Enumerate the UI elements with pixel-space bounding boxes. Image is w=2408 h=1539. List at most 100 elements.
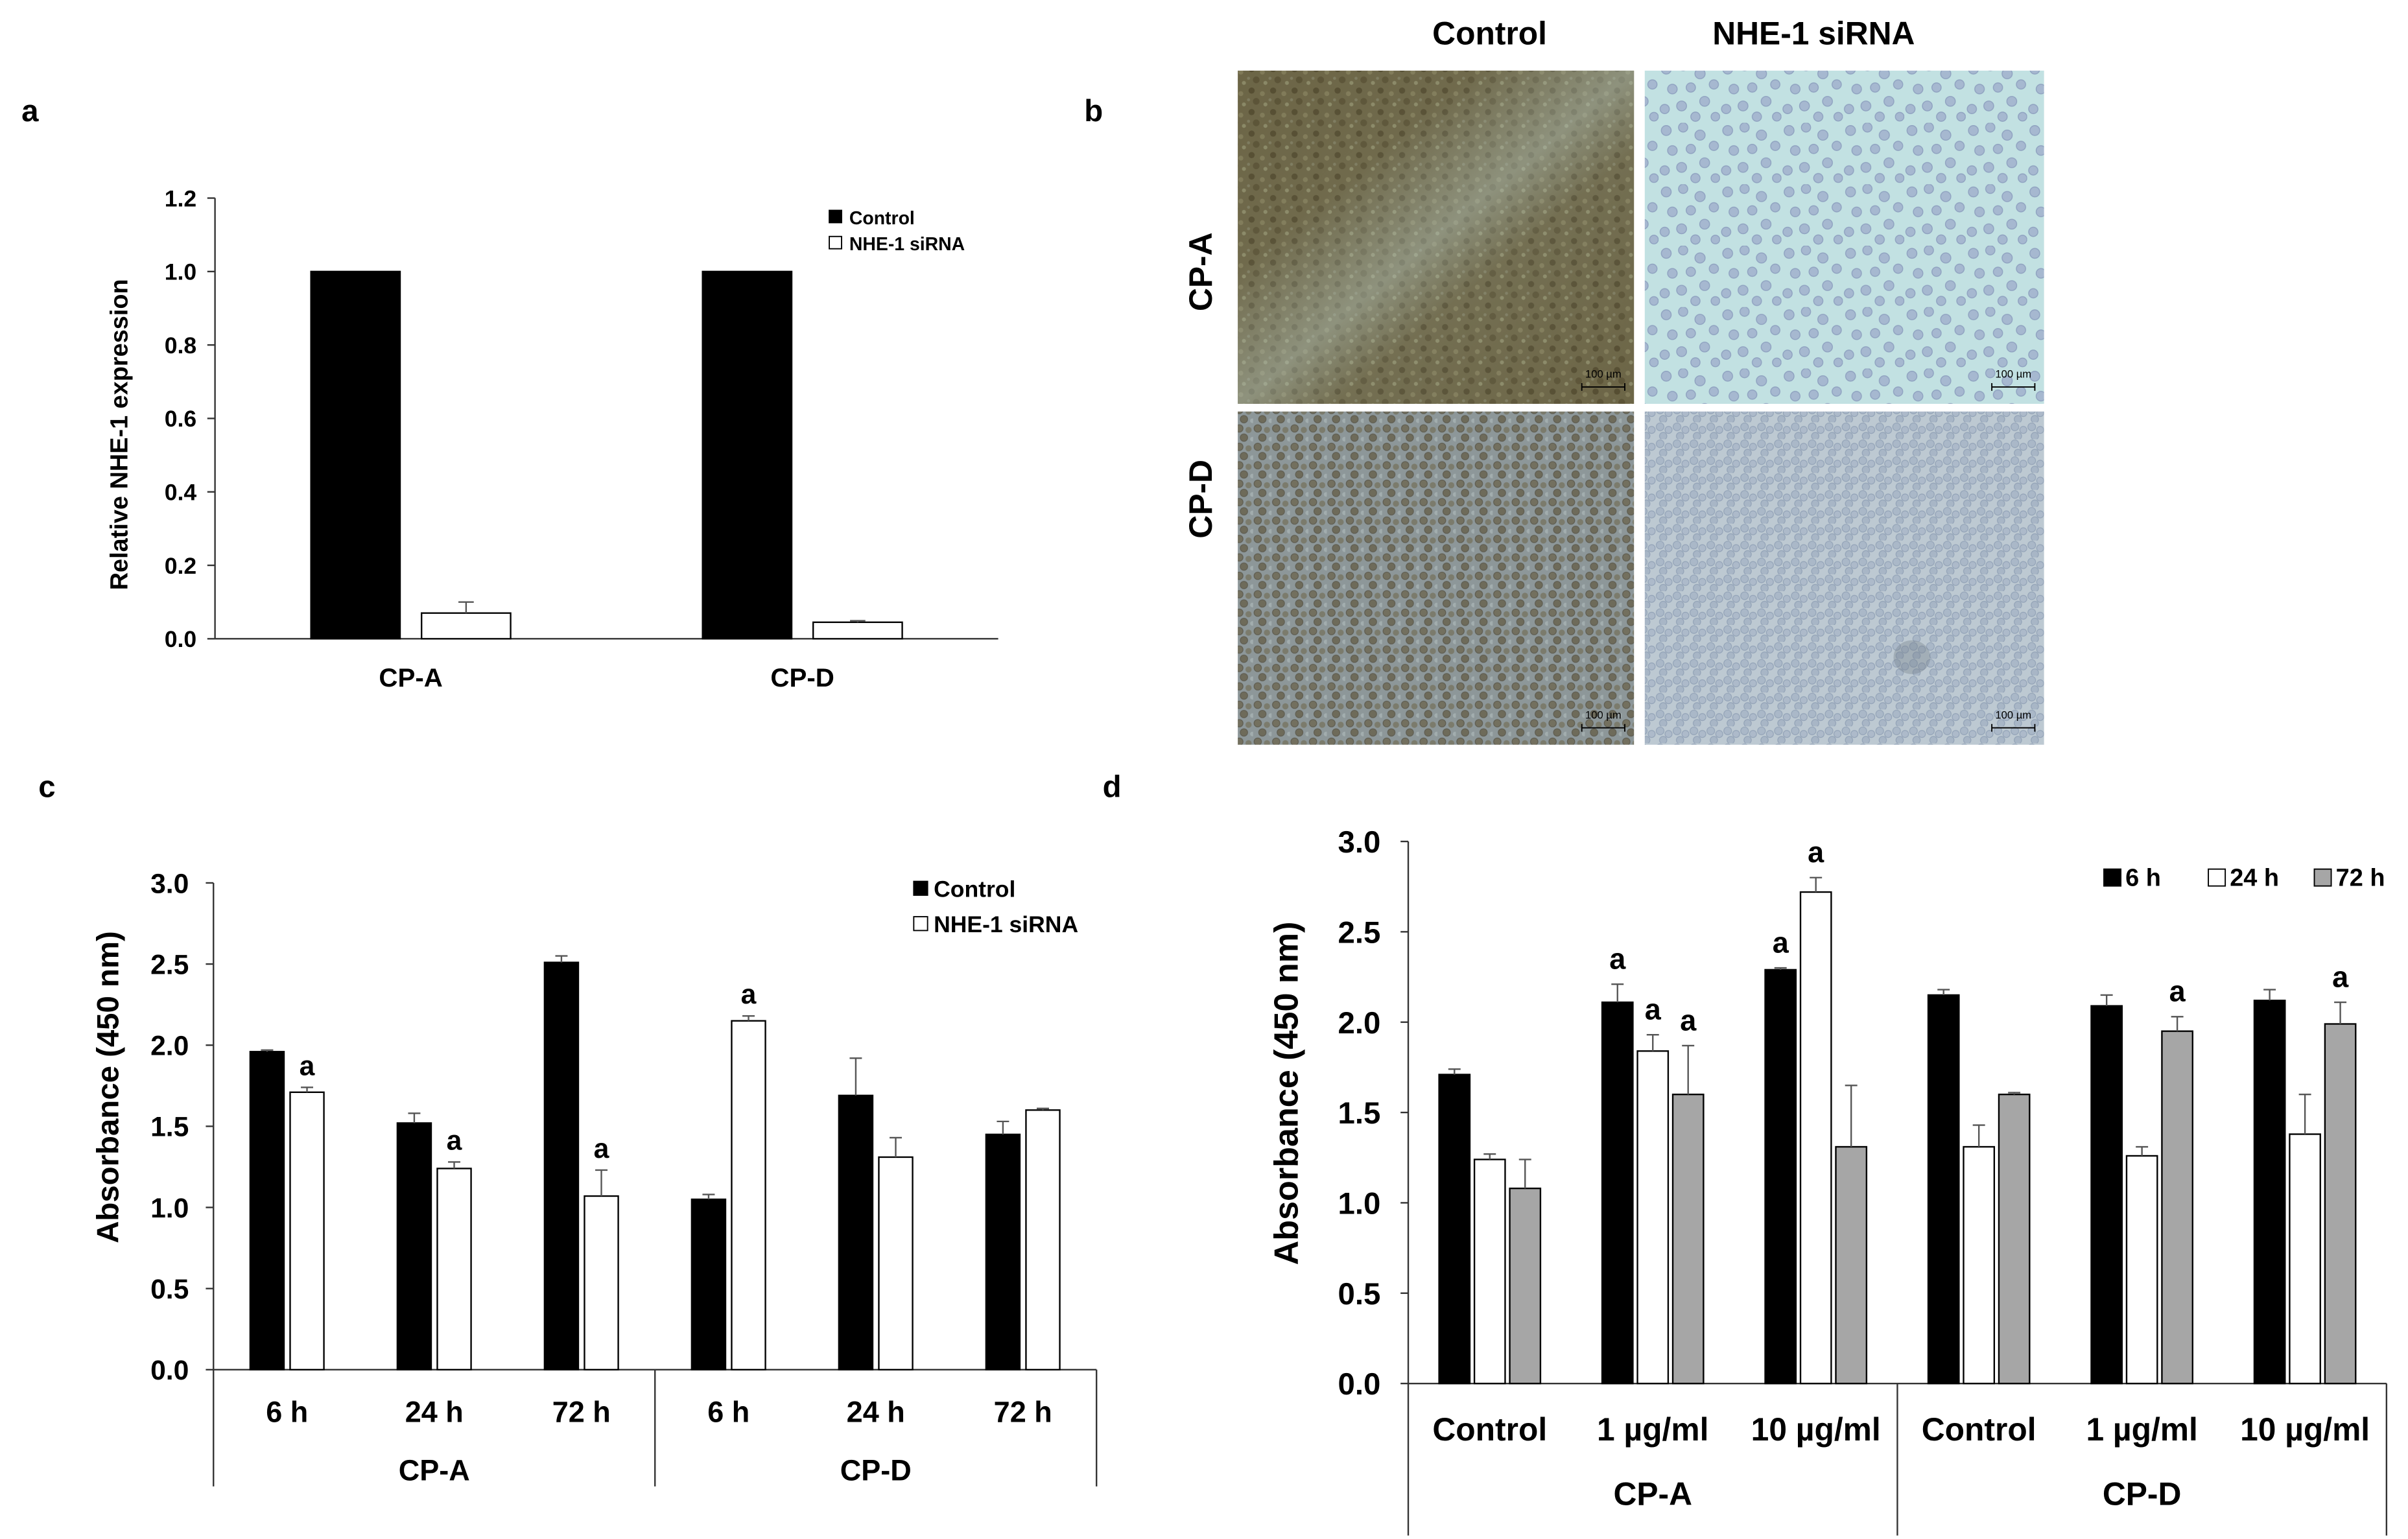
column-header-nhe1-sirna: NHE-1 siRNA: [1712, 16, 1915, 52]
bar-cp-a-72-h-nhe-1-sirna: [584, 1195, 619, 1370]
chart-panel-a: 0.0 0.2 0.4 0.6 0.8 1.0 1.2 Relative NHE-1 expr…: [106, 185, 998, 692]
significance-marker: a: [594, 1133, 609, 1164]
significance-marker: a: [1609, 942, 1626, 975]
y-tick-label: 0.5: [150, 1274, 189, 1305]
bar-cp-d-6-h-nhe-1-sirna: [731, 1020, 766, 1370]
x-category-label: 1 µg/ml: [1597, 1411, 1708, 1448]
y-tick-label: 2.0: [150, 1031, 189, 1062]
bar-cp-d-6-h-control: [691, 1198, 727, 1370]
chart-panel-c: 0.0 0.5 1.0 1.5 2.0 2.5 3.0 Absorbance (450 nm)…: [91, 868, 1098, 1486]
y-axis-label: Absorbance (450 nm): [91, 931, 125, 1243]
micrograph-cp-a-control: 100 µm: [1238, 70, 1635, 404]
bar-cp-d-10-g-ml-24-h: [2289, 1133, 2321, 1385]
legend-swatch-nhe-1-sirna: [913, 916, 928, 932]
panel-label-a: a: [21, 94, 39, 128]
scale-bar: 100 µm: [1991, 368, 2036, 391]
significance-marker: a: [1773, 926, 1789, 959]
micrograph-tissue: [1644, 70, 2044, 404]
y-tick-label: 0.5: [1338, 1277, 1381, 1311]
scale-bar-label: 100 µm: [1585, 368, 1622, 381]
micrograph-grid: Control NHE-1 siRNA CP-A CP-D 100 µm 100…: [1183, 16, 2044, 745]
significance-marker: a: [741, 979, 757, 1010]
y-axis-label: Relative NHE-1 expression: [106, 279, 134, 590]
x-group-label: CP-D: [840, 1453, 912, 1486]
x-group-label: CP-D: [2103, 1475, 2182, 1512]
micrograph-cp-a-nhe1-sirna: 100 µm: [1644, 70, 2044, 404]
x-category-label: 72 h: [994, 1395, 1052, 1428]
y-tick-label: 1.2: [165, 185, 196, 211]
micrograph-tissue: [1644, 411, 2044, 745]
bar-cp-d-1-g-ml-6-h: [2090, 1005, 2123, 1385]
x-category-label: 10 µg/ml: [1751, 1411, 1881, 1448]
bar-cp-a-10-g-ml-72-h: [1835, 1145, 1868, 1385]
significance-marker: a: [2332, 960, 2349, 993]
micrograph-tissue: [1238, 411, 1635, 745]
legend-label-control: Control: [934, 876, 1015, 902]
micrograph-stain-gradient: [1238, 70, 1635, 404]
bar-cp-a-6-h-control: [249, 1051, 285, 1370]
bar-cp-a-10-g-ml-24-h: [1799, 891, 1832, 1385]
scale-bar-label: 100 µm: [1995, 709, 2031, 722]
panel-label-d: d: [1103, 770, 1122, 804]
legend-swatch-24-h: [2208, 868, 2226, 887]
scale-bar: 100 µm: [1991, 709, 2036, 732]
y-tick-label: 0.6: [165, 406, 196, 432]
bar-cp-d-1-g-ml-72-h: [2161, 1030, 2193, 1385]
y-tick-label: 1.0: [165, 259, 196, 285]
bar-cp-a-1-g-ml-72-h: [1671, 1094, 1705, 1385]
micrograph-cp-d-nhe1-sirna: 100 µm: [1644, 411, 2044, 745]
bar-cp-a-72-h-control: [543, 961, 580, 1370]
significance-marker: a: [1680, 1004, 1697, 1037]
legend-label-6-h: 6 h: [2125, 865, 2161, 892]
legend-label-72-h: 72 h: [2336, 865, 2385, 892]
bar-cp-a-24-h-nhe-1-sirna: [436, 1168, 472, 1370]
row-label-cp-d: CP-D: [1183, 460, 1219, 539]
bar-cp-d-10-g-ml-72-h: [2324, 1023, 2357, 1385]
significance-marker: a: [2169, 975, 2186, 1008]
panel-label-b: b: [1084, 94, 1103, 128]
bar-cp-d-nhe-1-sirna: [812, 621, 903, 640]
bar-cp-a-control-24-h: [1473, 1158, 1506, 1385]
legend-swatch-72-h: [2313, 868, 2332, 887]
x-category-label: 24 h: [847, 1395, 905, 1428]
y-tick-label: 1.5: [1338, 1096, 1381, 1131]
x-category-label: 72 h: [552, 1395, 611, 1428]
bar-cp-a-control-72-h: [1509, 1187, 1542, 1385]
micrograph-cp-d-control: 100 µm: [1238, 411, 1635, 745]
y-tick-label: 0.0: [165, 626, 196, 652]
bar-cp-d-control: [702, 270, 793, 640]
x-group-label: CP-A: [399, 1453, 470, 1486]
y-tick-label: 2.5: [150, 949, 189, 980]
row-label-cp-a: CP-A: [1183, 232, 1219, 311]
legend-label-nhe-1-sirna: NHE-1 siRNA: [934, 911, 1078, 937]
x-category-label: Control: [1432, 1411, 1547, 1448]
scale-bar-label: 100 µm: [1995, 368, 2031, 381]
scale-bar: 100 µm: [1581, 709, 1625, 732]
bar-cp-d-control-6-h: [1927, 994, 1960, 1385]
bar-cp-d-24-h-control: [838, 1094, 874, 1370]
micrograph-smudge: [1893, 640, 1931, 674]
x-category-label: 6 h: [266, 1395, 308, 1428]
legend-swatch-control: [913, 880, 928, 896]
significance-marker: a: [300, 1050, 315, 1081]
charts-layer: 0.0 0.2 0.4 0.6 0.8 1.0 1.2 Relative NHE-1 expr…: [91, 185, 2388, 1536]
bar-cp-a-1-g-ml-6-h: [1601, 1001, 1634, 1385]
legend-swatch-6-h: [2103, 868, 2122, 887]
bar-cp-d-72-h-control: [985, 1133, 1021, 1370]
legend-label-nhe-1-sirna: NHE-1 siRNA: [849, 234, 965, 255]
y-tick-label: 2.0: [1338, 1006, 1381, 1040]
bar-cp-a-6-h-nhe-1-sirna: [289, 1091, 325, 1370]
legend-label-control: Control: [849, 208, 915, 229]
x-category-label: 10 µg/ml: [2240, 1411, 2370, 1448]
y-tick-label: 3.0: [150, 868, 189, 899]
scale-bar-label: 100 µm: [1585, 709, 1622, 722]
bar-cp-a-10-g-ml-6-h: [1764, 969, 1797, 1385]
x-category-label: 6 h: [707, 1395, 750, 1428]
significance-marker: a: [1808, 836, 1824, 869]
bar-cp-d-control-24-h: [1963, 1145, 1996, 1385]
x-category-label: 1 µg/ml: [2086, 1411, 2197, 1448]
bar-cp-a-1-g-ml-24-h: [1636, 1050, 1670, 1385]
y-tick-label: 0.2: [165, 553, 196, 579]
significance-marker: a: [1645, 993, 1662, 1026]
